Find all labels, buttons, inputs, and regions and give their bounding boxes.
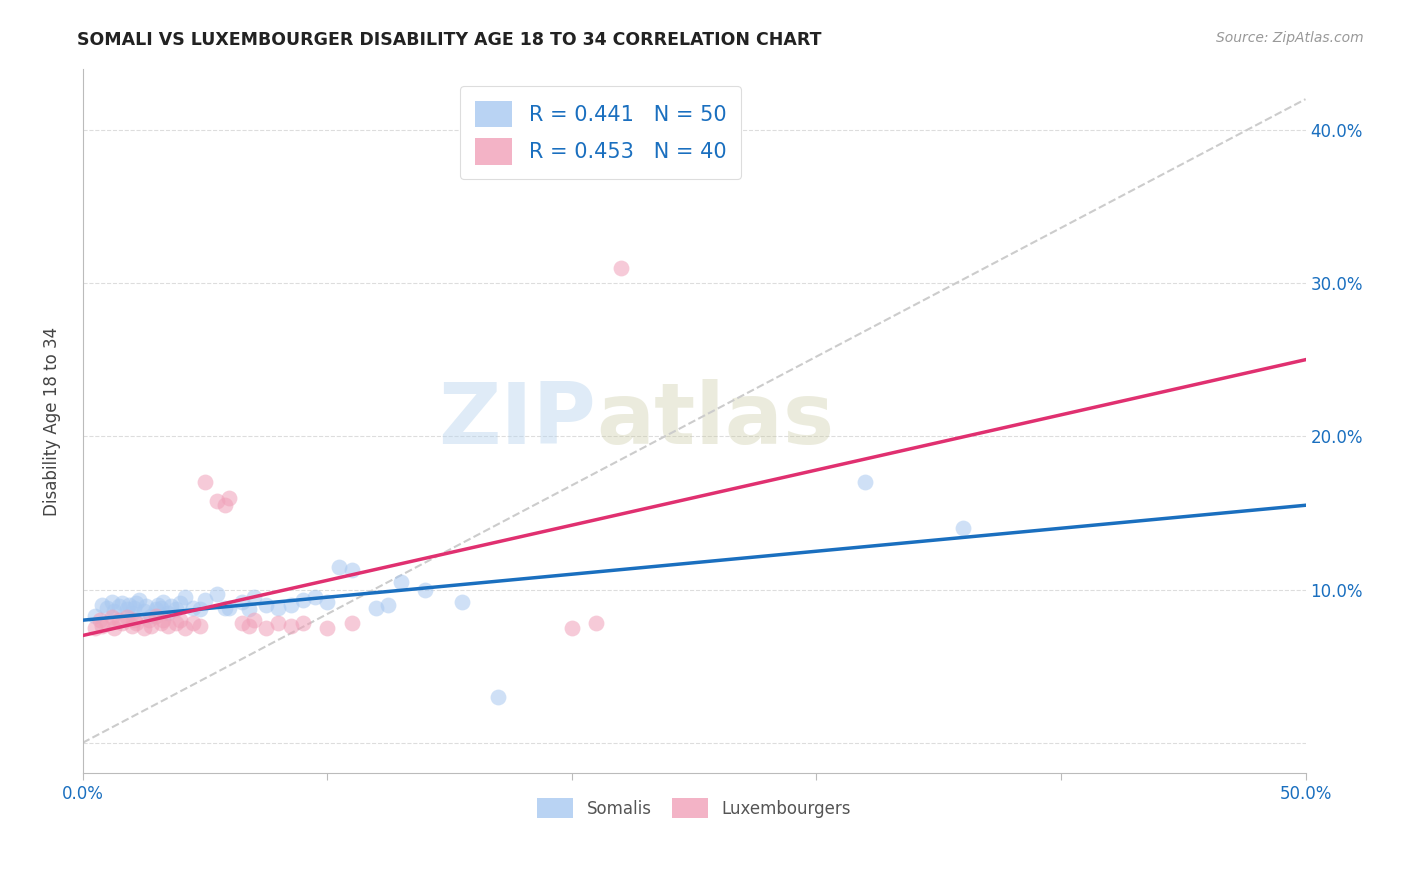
Point xyxy=(108,599,131,614)
Point xyxy=(585,616,607,631)
Point xyxy=(111,596,134,610)
Point xyxy=(149,601,172,615)
Point xyxy=(316,621,339,635)
Point xyxy=(115,602,138,616)
Point xyxy=(853,475,876,490)
Point xyxy=(238,619,260,633)
Point xyxy=(291,616,314,631)
Point xyxy=(188,602,211,616)
Point xyxy=(152,595,174,609)
Point xyxy=(165,602,187,616)
Point xyxy=(96,616,118,631)
Point xyxy=(91,619,114,633)
Point xyxy=(101,610,124,624)
Point xyxy=(231,616,253,631)
Point xyxy=(561,621,583,635)
Point xyxy=(280,598,302,612)
Point xyxy=(122,613,145,627)
Point xyxy=(174,621,197,635)
Point xyxy=(214,601,236,615)
Point xyxy=(238,602,260,616)
Point xyxy=(138,613,160,627)
Text: SOMALI VS LUXEMBOURGER DISABILITY AGE 18 TO 34 CORRELATION CHART: SOMALI VS LUXEMBOURGER DISABILITY AGE 18… xyxy=(77,31,823,49)
Point xyxy=(125,616,148,631)
Point xyxy=(328,559,350,574)
Legend: Somalis, Luxembourgers: Somalis, Luxembourgers xyxy=(530,791,858,825)
Point xyxy=(377,598,399,612)
Point xyxy=(96,601,118,615)
Point xyxy=(145,608,167,623)
Point xyxy=(340,563,363,577)
Point xyxy=(340,616,363,631)
Text: ZIP: ZIP xyxy=(439,379,596,462)
Point xyxy=(111,616,134,631)
Point xyxy=(128,593,150,607)
Point xyxy=(486,690,509,704)
Point xyxy=(118,598,141,612)
Point xyxy=(83,608,105,623)
Point xyxy=(89,613,111,627)
Point xyxy=(148,598,170,612)
Point xyxy=(135,599,157,614)
Point xyxy=(121,619,143,633)
Point xyxy=(366,601,388,615)
Point xyxy=(218,601,240,615)
Point xyxy=(214,498,236,512)
Point xyxy=(103,604,125,618)
Point xyxy=(125,596,148,610)
Point xyxy=(122,601,145,615)
Text: atlas: atlas xyxy=(596,379,835,462)
Point xyxy=(139,619,162,633)
Point xyxy=(159,599,181,614)
Point xyxy=(152,613,174,627)
Point xyxy=(194,475,217,490)
Point xyxy=(132,621,155,635)
Point xyxy=(267,601,290,615)
Point xyxy=(139,608,162,623)
Point xyxy=(132,604,155,618)
Point xyxy=(108,613,131,627)
Point xyxy=(165,616,187,631)
Point xyxy=(91,598,114,612)
Point xyxy=(267,616,290,631)
Point xyxy=(231,595,253,609)
Point xyxy=(218,491,240,505)
Point xyxy=(450,595,472,609)
Point xyxy=(174,591,197,605)
Point xyxy=(145,602,167,616)
Point xyxy=(316,595,339,609)
Point xyxy=(169,596,191,610)
Point xyxy=(291,593,314,607)
Point xyxy=(205,587,228,601)
Point xyxy=(254,621,277,635)
Point xyxy=(83,621,105,635)
Point xyxy=(149,616,172,631)
Point xyxy=(181,616,204,631)
Point xyxy=(952,521,974,535)
Point xyxy=(194,593,217,607)
Point xyxy=(609,260,631,275)
Point xyxy=(181,601,204,615)
Point xyxy=(205,493,228,508)
Point xyxy=(389,574,412,589)
Point xyxy=(157,606,180,620)
Point xyxy=(121,606,143,620)
Point xyxy=(188,619,211,633)
Point xyxy=(280,619,302,633)
Point xyxy=(169,613,191,627)
Point xyxy=(254,598,277,612)
Point xyxy=(157,619,180,633)
Text: Source: ZipAtlas.com: Source: ZipAtlas.com xyxy=(1216,31,1364,45)
Point xyxy=(115,610,138,624)
Point xyxy=(101,595,124,609)
Point xyxy=(304,591,326,605)
Point xyxy=(243,613,266,627)
Point xyxy=(243,591,266,605)
Point xyxy=(103,621,125,635)
Y-axis label: Disability Age 18 to 34: Disability Age 18 to 34 xyxy=(44,326,60,516)
Point xyxy=(413,582,436,597)
